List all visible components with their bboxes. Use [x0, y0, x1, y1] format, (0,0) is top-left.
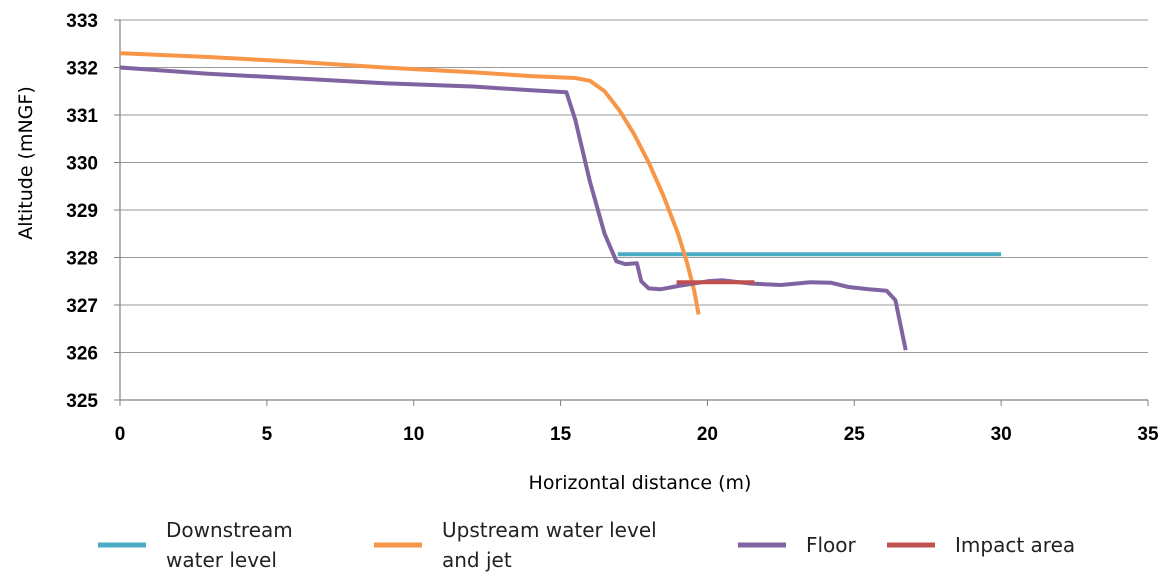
legend-label: Floor [806, 533, 857, 557]
x-tick-label: 10 [403, 424, 424, 445]
legend-label: water level [166, 548, 277, 572]
x-tick-label: 25 [844, 424, 866, 445]
x-tick-label: 5 [262, 424, 273, 445]
y-tick-label: 330 [66, 154, 98, 175]
series-line-upstream-water-level-and-jet [119, 51, 701, 315]
y-tick-labels: 325 326 327 328 329 330 331 332 333 [66, 11, 98, 412]
y-tick-label: 332 [66, 59, 98, 80]
y-axis-title: Altitude (mNGF) [15, 86, 37, 239]
y-tick-label: 331 [66, 106, 98, 127]
legend-label: and jet [442, 548, 512, 572]
x-tick-label: 35 [1137, 424, 1159, 445]
y-tick-label: 326 [66, 344, 98, 365]
x-tick-label: 20 [697, 424, 718, 445]
x-tick-label: 0 [115, 424, 126, 445]
legend: Downstream water level Upstream water leve… [98, 518, 1075, 572]
axes [114, 19, 1149, 406]
legend-label: Upstream water level [442, 518, 657, 542]
y-tick-label: 328 [66, 249, 98, 270]
y-tick-label: 325 [66, 391, 98, 412]
series-line-floor [119, 65, 908, 351]
gridlines [120, 19, 1148, 353]
y-tick-label: 329 [66, 201, 98, 222]
y-tick-label: 333 [66, 11, 98, 32]
legend-label: Impact area [955, 533, 1075, 557]
x-tick-labels: 0 5 10 15 20 25 30 35 [115, 424, 1159, 445]
legend-label: Downstream [166, 518, 293, 542]
x-axis-title: Horizontal distance (m) [529, 472, 752, 494]
data-series [119, 51, 1002, 351]
x-tick-label: 30 [991, 424, 1012, 445]
x-tick-label: 15 [550, 424, 572, 445]
y-tick-label: 327 [66, 296, 98, 317]
